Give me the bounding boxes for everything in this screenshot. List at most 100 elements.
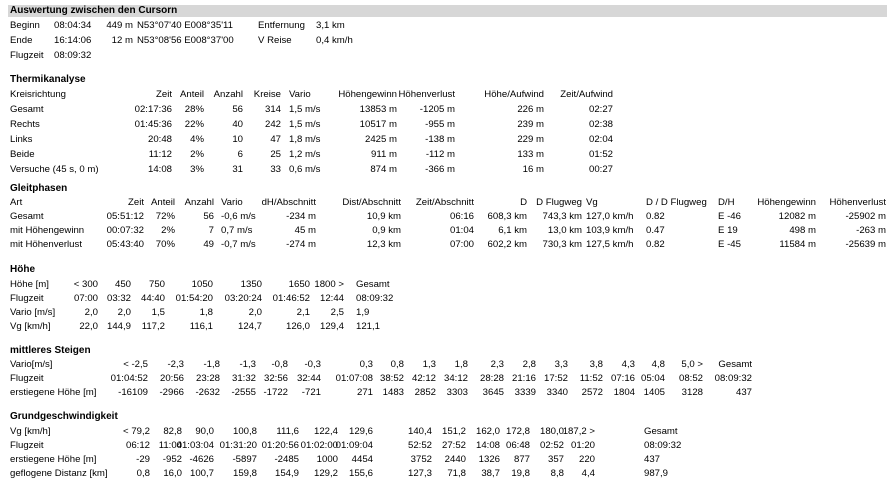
steigen-cell: 20:56	[159, 373, 184, 384]
steigen-cell: 5,0 >	[681, 359, 703, 370]
hoehe-cell: 1,5	[151, 307, 165, 318]
steigen-cell: 32:56	[263, 373, 288, 384]
gleit-cell: 730,3 km	[542, 239, 582, 250]
hoehe-cell: 2,0	[84, 307, 98, 318]
thermik-cell: 3%	[190, 164, 204, 175]
grund-cell: -952	[162, 454, 182, 465]
hoehe-cell: 450	[114, 279, 131, 290]
grund-cell: 27:52	[441, 440, 466, 451]
steigen-cell: 38:52	[379, 373, 404, 384]
gleit-cell: Anzahl	[184, 197, 214, 208]
gleit-cell: Höhenverlust	[829, 197, 886, 208]
gleit-cell: Dist/Abschnitt	[342, 197, 401, 208]
grund-cell: 151,2	[441, 426, 466, 437]
hoehe-cell: 01:46:52	[272, 293, 310, 304]
thermik-cell: 01:45:36	[134, 119, 172, 130]
grund-cell: 38,7	[481, 468, 500, 479]
summary-extra-label: V Reise	[258, 35, 292, 46]
thermik-cell: 239 m	[517, 119, 544, 130]
steigen-cell: 437	[735, 387, 752, 398]
gleit-cell: 70%	[155, 239, 175, 250]
grund-cell: 1000	[316, 454, 338, 465]
grund-cell: 180,0	[539, 426, 564, 437]
summary-time: 16:14:06	[54, 35, 92, 46]
steigen-cell: 31:32	[231, 373, 256, 384]
thermik-cell: 02:17:36	[134, 104, 172, 115]
grund-cell: Flugzeit	[10, 440, 44, 451]
steigen-cell: 0,3	[359, 359, 373, 370]
gleit-cell: 743,3 km	[542, 211, 582, 222]
hoehe-cell: 144,9	[106, 321, 131, 332]
steigen-cell: 4,8	[651, 359, 665, 370]
thermik-cell: 1,5 m/s	[289, 104, 321, 115]
grund-cell: 220	[578, 454, 595, 465]
gleit-cell: 49	[203, 239, 214, 250]
grund-cell: 1326	[478, 454, 500, 465]
steigen-cell: -2,3	[167, 359, 184, 370]
thermik-cell: 56	[232, 104, 243, 115]
steigen-cell: 08:09:32	[714, 373, 752, 384]
grund-cell: 140,4	[407, 426, 432, 437]
summary-extra-value: 3,1 km	[316, 20, 345, 31]
thermik-cell: 133 m	[517, 149, 544, 160]
grund-cell: Vg [km/h]	[10, 426, 51, 437]
hoehe-cell: 01:54:20	[175, 293, 213, 304]
gleit-cell: Vario	[221, 197, 243, 208]
steigen-cell: 0,8	[390, 359, 404, 370]
summary-altitude: 449 m	[106, 20, 133, 31]
thermik-cell: 229 m	[517, 134, 544, 145]
grund-cell: 877	[513, 454, 530, 465]
hoehe-cell: 22,0	[79, 321, 98, 332]
gleit-cell: 6,1 km	[498, 225, 527, 236]
steigen-cell: 34:12	[443, 373, 468, 384]
steigen-cell: 08:52	[678, 373, 703, 384]
gleit-cell: 602,2 km	[487, 239, 527, 250]
gleit-cell: 498 m	[789, 225, 816, 236]
thermik-cell: Rechts	[10, 119, 40, 130]
thermik-cell: 47	[270, 134, 281, 145]
thermik-cell: 22%	[184, 119, 204, 130]
grund-cell: 2440	[444, 454, 466, 465]
grund-cell: 437	[644, 454, 661, 465]
grund-cell: 16,0	[163, 468, 182, 479]
thermik-cell: -955 m	[425, 119, 455, 130]
gleit-cell: 11584 m	[779, 239, 816, 250]
thermik-cell: 1,2 m/s	[289, 149, 321, 160]
hoehe-cell: 2,5	[330, 307, 344, 318]
steigen-cell: 1,8	[454, 359, 468, 370]
steigen-cell: 3303	[446, 387, 468, 398]
gleit-cell: 103,9 km/h	[586, 225, 634, 236]
thermik-cell: 02:38	[588, 119, 613, 130]
steigen-cell: 271	[356, 387, 373, 398]
thermik-cell: Höhenverlust	[398, 89, 455, 100]
gleit-cell: -234 m	[286, 211, 316, 222]
steigen-cell: 07:16	[610, 373, 635, 384]
summary-label: Ende	[10, 35, 33, 46]
summary-altitude: 12 m	[111, 35, 133, 46]
grund-cell: 129,2	[313, 468, 338, 479]
hoehe-cell: 124,7	[237, 321, 262, 332]
gleit-cell: D / D Flugweg	[646, 197, 707, 208]
grund-cell: erstiegene Höhe [m]	[10, 454, 97, 465]
thermik-cell: 00:27	[588, 164, 613, 175]
gleit-cell: mit Höhenverlust	[10, 239, 82, 250]
thermik-cell: 02:27	[588, 104, 613, 115]
thermik-cell: Anzahl	[213, 89, 243, 100]
grund-cell: 155,6	[348, 468, 373, 479]
grund-cell: 01:02:00	[300, 440, 338, 451]
thermik-cell: Höhengewinn	[338, 89, 397, 100]
thermik-cell: 13853 m	[359, 104, 397, 115]
hoehe-cell: 121,1	[356, 321, 381, 332]
grund-cell: < 79,2	[123, 426, 150, 437]
thermik-cell: 911 m	[371, 149, 397, 160]
hoehe-cell: 2,0	[117, 307, 131, 318]
gleit-cell: Höhengewinn	[757, 197, 816, 208]
gleit-cell: 2%	[161, 225, 175, 236]
grund-cell: 187,2 >	[562, 426, 595, 437]
thermik-cell: Beide	[10, 149, 35, 160]
steigen-cell: 3,3	[554, 359, 568, 370]
grund-cell: 06:12	[125, 440, 150, 451]
gleit-cell: Anteil	[151, 197, 175, 208]
steigen-cell: -0,8	[271, 359, 288, 370]
hoehe-cell: 117,2	[141, 321, 165, 332]
